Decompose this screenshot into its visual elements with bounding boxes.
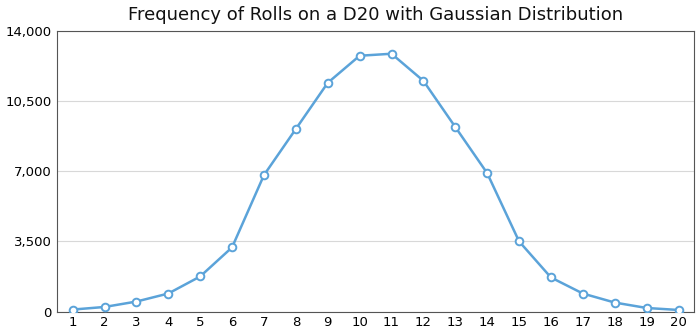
Title: Frequency of Rolls on a D20 with Gaussian Distribution: Frequency of Rolls on a D20 with Gaussia… bbox=[128, 6, 623, 23]
